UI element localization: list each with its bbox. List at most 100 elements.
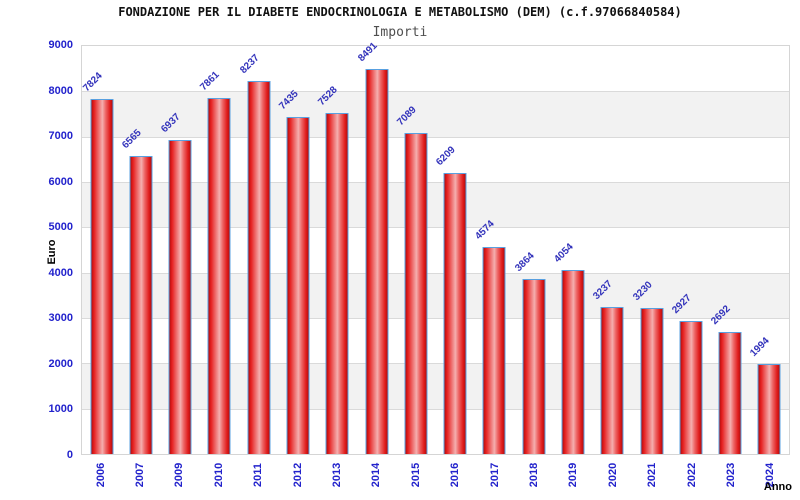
bar-value-label: 8491 xyxy=(355,40,380,65)
bar-value-label: 3230 xyxy=(630,279,655,303)
x-tick-label: 2022 xyxy=(685,462,698,488)
x-tick-cell: 2010 xyxy=(199,456,238,500)
plot-band xyxy=(82,363,789,409)
bar-slot: 6937 xyxy=(159,46,200,454)
bar-slot: 7861 xyxy=(198,46,239,454)
bar-2024 xyxy=(757,363,781,454)
x-tick-label: 2012 xyxy=(291,462,304,488)
bar-slot: 3230 xyxy=(630,46,671,454)
x-tick-cell: 2021 xyxy=(632,456,671,500)
x-tick-label: 2021 xyxy=(646,462,659,488)
bar-2019 xyxy=(561,270,585,454)
x-tick-cell: 2009 xyxy=(160,456,199,500)
bar-2010 xyxy=(207,97,231,454)
bar-2015 xyxy=(404,132,428,454)
x-tick-label: 2018 xyxy=(527,462,540,488)
plot-band xyxy=(82,91,789,137)
x-tick-cell: 2024 xyxy=(751,456,790,500)
x-tick-label: 2010 xyxy=(212,462,225,488)
x-tick-cell: 2013 xyxy=(317,456,356,500)
bar-slot: 6209 xyxy=(434,46,475,454)
y-tick-label: 0 xyxy=(66,449,73,461)
x-tick-cell: 2018 xyxy=(514,456,553,500)
gridline xyxy=(82,136,789,138)
y-tick-label: 9000 xyxy=(48,39,73,51)
x-tick-label: 2009 xyxy=(173,462,186,488)
bar-slot: 7824 xyxy=(80,46,121,454)
bar-2020 xyxy=(600,307,624,454)
y-tick-label: 6000 xyxy=(48,175,73,188)
x-tick-label: 2017 xyxy=(488,462,501,488)
plot-band xyxy=(82,181,789,228)
x-tick-label: 2013 xyxy=(331,462,344,488)
x-tick-cell: 2007 xyxy=(120,456,159,500)
gridline xyxy=(82,272,789,274)
bar-slot: 6565 xyxy=(120,46,160,454)
bar-slot: 3864 xyxy=(512,46,553,454)
bar-value-label: 7861 xyxy=(198,69,223,93)
plot-band xyxy=(82,46,789,92)
x-tick-label: 2023 xyxy=(724,462,737,488)
gridline xyxy=(82,91,789,93)
gridline xyxy=(82,181,789,183)
y-tick-label: 3000 xyxy=(48,312,73,325)
bar-value-label: 8237 xyxy=(237,52,262,76)
x-tick-cell: 2006 xyxy=(81,456,120,500)
plot-band xyxy=(82,272,789,318)
bar-value-label: 2692 xyxy=(709,303,733,327)
gridline xyxy=(82,317,789,319)
bar-slot: 7089 xyxy=(395,46,435,454)
x-tick-cell: 2011 xyxy=(239,456,278,500)
bar-slot: 8237 xyxy=(237,46,278,454)
bar-slot: 2692 xyxy=(709,46,750,454)
chart-subtitle: Importi xyxy=(372,25,428,40)
bar-2011 xyxy=(247,80,271,454)
bar-value-label: 4054 xyxy=(552,241,576,266)
x-tick-cell: 2012 xyxy=(278,456,317,500)
bar-value-label: 7435 xyxy=(277,88,301,112)
x-tick-label: 2015 xyxy=(409,462,422,488)
x-tick-label: 2007 xyxy=(134,462,147,488)
bar-2017 xyxy=(482,246,506,454)
bar-value-label: 7824 xyxy=(80,70,105,95)
plot-band xyxy=(82,317,789,364)
bar-value-label: 6209 xyxy=(434,144,458,168)
x-tick-cell: 2015 xyxy=(396,456,435,500)
bar-slot: 7435 xyxy=(277,46,317,454)
plot-area: 7824 6565 6937 7861 8237 7435 7528 8491 7089 6209… xyxy=(80,41,790,455)
plot-band xyxy=(82,408,789,454)
y-tick-label: 7000 xyxy=(48,130,73,143)
bar-value-label: 2927 xyxy=(670,292,694,317)
x-tick-label: 2006 xyxy=(94,462,107,488)
bar-slot: 1994 xyxy=(749,46,789,454)
bar-2009 xyxy=(168,139,192,454)
y-axis-ticks: 0 1000 2000 3000 4000 5000 6000 7000 8000 9000 xyxy=(0,39,76,461)
bar-2016 xyxy=(443,172,467,454)
bar-2007 xyxy=(129,156,153,454)
y-tick-label: 4000 xyxy=(48,266,73,279)
x-tick-cell: 2022 xyxy=(672,456,711,500)
bar-value-label: 6565 xyxy=(120,127,144,152)
bar-value-label: 3237 xyxy=(591,278,616,303)
x-axis-ticks: 2006 2007 2009 2010 2011 2012 2013 2014 2015 2016… xyxy=(81,456,790,500)
x-tick-cell: 2020 xyxy=(593,456,632,500)
bar-2021 xyxy=(640,307,664,454)
bar-2014 xyxy=(365,69,389,454)
bar-value-label: 7528 xyxy=(316,84,341,108)
x-tick-label: 2020 xyxy=(606,462,619,488)
bar-value-label: 3864 xyxy=(512,250,537,274)
bar-slot: 4054 xyxy=(552,46,592,454)
bar-slot: 2927 xyxy=(670,46,710,454)
y-tick-label: 5000 xyxy=(48,221,73,234)
gridline xyxy=(82,227,789,229)
chart-title: FONDAZIONE PER IL DIABETE ENDOCRINOLOGIA… xyxy=(118,5,682,19)
x-tick-label: 2016 xyxy=(449,462,462,488)
bar-2006 xyxy=(90,99,114,454)
plot-band xyxy=(82,227,789,273)
bar-value-label: 6937 xyxy=(159,111,183,135)
gridline xyxy=(82,363,789,365)
bar-slot: 8491 xyxy=(356,41,396,454)
bar-2018 xyxy=(522,278,546,454)
bar-2013 xyxy=(325,112,349,454)
